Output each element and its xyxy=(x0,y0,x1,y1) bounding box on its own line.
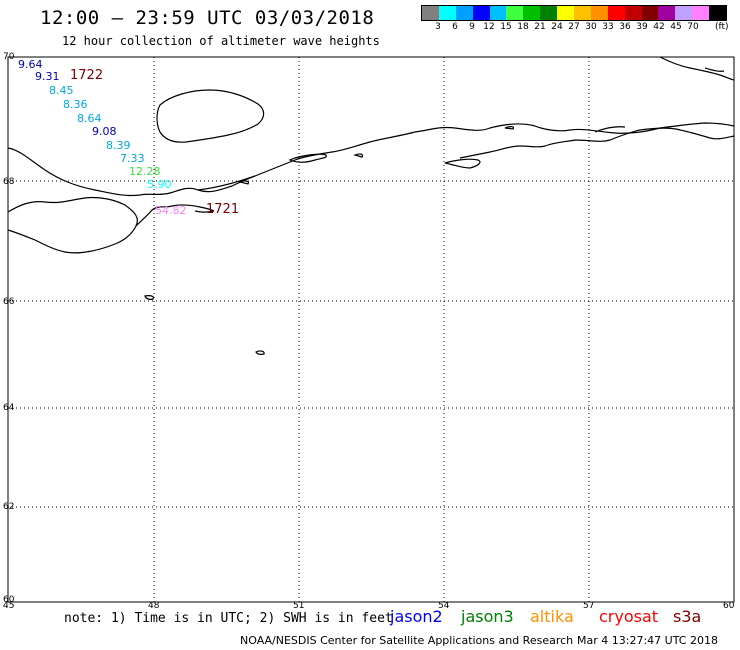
colorbar-swatch xyxy=(607,6,625,20)
map-title: 12:00 – 23:59 UTC 03/03/2018 xyxy=(40,7,375,29)
lon-label-60: 60 xyxy=(723,601,735,611)
satellite-legend-jason3: jason3 xyxy=(461,607,514,626)
colorbar-swatch xyxy=(675,6,693,20)
footer-credit: NOAA/NESDIS Center for Satellite Applica… xyxy=(240,634,574,647)
satellite-legend-cryosat: cryosat xyxy=(599,607,659,626)
lat-label-66: 66 xyxy=(3,297,15,307)
colorbar-tick-label: 21 xyxy=(534,22,546,32)
lon-label-54: 54 xyxy=(438,601,450,611)
wave-height-label: 8.36 xyxy=(63,98,88,111)
colorbar-tick-label: 30 xyxy=(585,22,597,32)
colorbar-tick-label: 9 xyxy=(469,22,475,32)
wave-height-label: 9.31 xyxy=(35,70,60,83)
lon-label-51: 51 xyxy=(293,601,305,611)
lat-label-64: 64 xyxy=(3,403,15,413)
colorbar-swatch xyxy=(422,6,439,20)
graticule xyxy=(8,57,734,602)
colorbar-swatch xyxy=(506,6,524,20)
colorbar-swatch xyxy=(523,6,541,20)
colorbar-swatch xyxy=(658,6,676,20)
lon-label-57: 57 xyxy=(583,601,595,611)
colorbar-swatch xyxy=(472,6,490,20)
map-subtitle: 12 hour collection of altimeter wave hei… xyxy=(62,34,380,48)
colorbar-swatch xyxy=(438,6,456,20)
wave-height-label: 7.33 xyxy=(120,152,145,165)
colorbar-swatch xyxy=(624,6,642,20)
colorbar-swatch xyxy=(709,6,727,20)
colorbar-tick-labels: 3 6 9 12 15 18 21 24 27 30 33 36 39 42 45 70 xyxy=(421,22,727,34)
pass-number-label: 1721 xyxy=(206,202,240,217)
colorbar-tick-label: 42 xyxy=(653,22,665,32)
wave-height-label: 9.64 xyxy=(18,58,43,71)
pass-number-label: 1722 xyxy=(70,68,104,83)
footer-note: note: 1) Time is in UTC; 2) SWH is in fe… xyxy=(64,611,393,626)
map-frame xyxy=(7,56,735,603)
wave-height-label: 54.82 xyxy=(155,204,187,217)
lat-label-60: 60 xyxy=(3,595,15,605)
lat-label-70: 70 xyxy=(3,52,15,62)
coastline xyxy=(7,56,735,355)
colorbar-tick-label: 70 xyxy=(687,22,699,32)
wave-height-label: 5.90 xyxy=(147,178,172,191)
satellite-legend-s3a: s3a xyxy=(673,607,702,626)
wave-height-label: 8.64 xyxy=(77,112,102,125)
colorbar-swatch xyxy=(574,6,591,20)
wave-height-label: 12.28 xyxy=(129,165,161,178)
colorbar-tick-label: 33 xyxy=(602,22,614,32)
colorbar-swatch xyxy=(540,6,558,20)
colorbar-swatch xyxy=(641,6,659,20)
wave-height-colorbar xyxy=(421,5,727,21)
colorbar-swatch xyxy=(489,6,507,20)
satellite-legend-altika: altika xyxy=(530,607,574,626)
wave-height-label: 8.45 xyxy=(49,84,74,97)
colorbar-tick-label: 15 xyxy=(500,22,512,32)
colorbar-tick-label: 36 xyxy=(619,22,631,32)
colorbar-swatch xyxy=(590,6,608,20)
colorbar-tick-label: 24 xyxy=(551,22,563,32)
wave-height-label: 9.08 xyxy=(92,125,117,138)
colorbar-tick-label: 27 xyxy=(568,22,580,32)
lat-label-68: 68 xyxy=(3,177,15,187)
lat-label-62: 62 xyxy=(3,502,15,512)
colorbar-swatch xyxy=(557,6,575,20)
colorbar-tick-label: 12 xyxy=(483,22,495,32)
colorbar-tick-label: 45 xyxy=(670,22,682,32)
lon-label-45: 45 xyxy=(3,601,15,611)
colorbar-tick-label: 6 xyxy=(452,22,458,32)
footer-timestamp: Mar 4 13:27:47 UTC 2018 xyxy=(577,634,718,647)
colorbar-unit-label: (ft) xyxy=(715,22,729,32)
colorbar-tick-label: 39 xyxy=(636,22,648,32)
colorbar-swatch xyxy=(455,6,473,20)
colorbar-swatch xyxy=(692,6,710,20)
colorbar-tick-label: 3 xyxy=(435,22,441,32)
wave-height-label: 8.39 xyxy=(106,139,131,152)
satellite-legend-jason2: jason2 xyxy=(390,607,443,626)
lon-label-48: 48 xyxy=(148,601,160,611)
colorbar-tick-label: 18 xyxy=(517,22,529,32)
